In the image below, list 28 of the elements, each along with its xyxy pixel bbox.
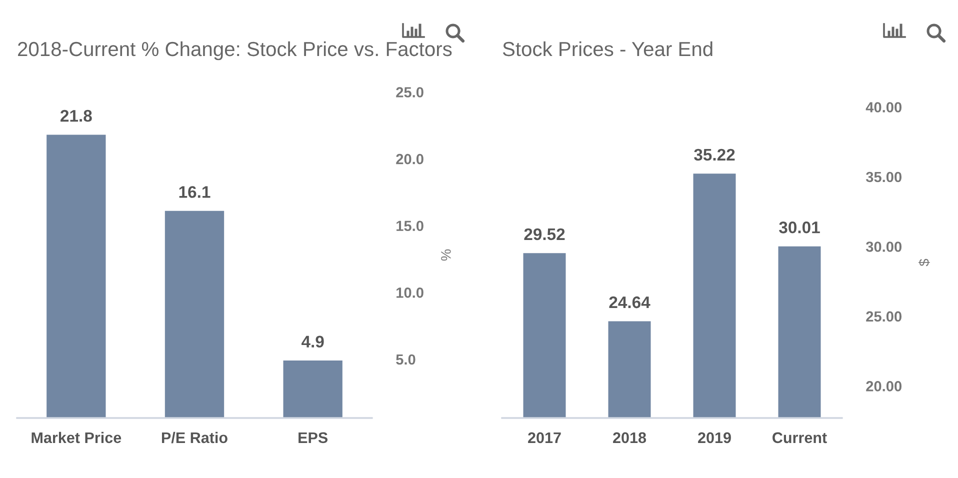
y-tick-label: 20.0 xyxy=(396,154,424,164)
chart-title: 2018-Current % Change: Stock Price vs. Factors xyxy=(18,41,452,60)
y-tick-label: 25.00 xyxy=(866,311,902,322)
y-tick-label: 35.00 xyxy=(866,172,902,182)
data-label: 35.22 xyxy=(694,148,735,161)
y-axis-title: % xyxy=(441,249,451,261)
data-label: 21.8 xyxy=(60,110,92,122)
data-label: 16.1 xyxy=(179,186,210,198)
y-tick-label: 5.0 xyxy=(396,354,416,365)
y-tick-label: 40.00 xyxy=(866,102,902,112)
y-tick-label: 30.00 xyxy=(866,242,902,252)
data-label: 4.9 xyxy=(302,336,324,348)
y-tick-label: 25.0 xyxy=(396,87,424,98)
y-axis-title: $ xyxy=(918,258,930,266)
y-tick-label: 15.0 xyxy=(396,220,424,232)
x-tick-label: Current xyxy=(772,432,827,444)
x-tick-label: EPS xyxy=(298,432,328,444)
data-label: 24.64 xyxy=(609,296,650,308)
x-tick-label: P/E Ratio xyxy=(162,432,228,444)
x-tick-label: Market Price xyxy=(32,432,122,444)
y-tick-label: 20.00 xyxy=(866,381,902,392)
chart-title: Stock Prices - Year End xyxy=(502,41,712,56)
y-tick-label: 10.0 xyxy=(396,288,424,298)
data-label: 29.52 xyxy=(524,228,565,240)
data-label: 30.01 xyxy=(779,222,820,234)
x-tick-label: 2019 xyxy=(698,432,731,444)
x-tick-label: 2017 xyxy=(528,432,561,444)
x-tick-label: 2018 xyxy=(613,432,646,444)
